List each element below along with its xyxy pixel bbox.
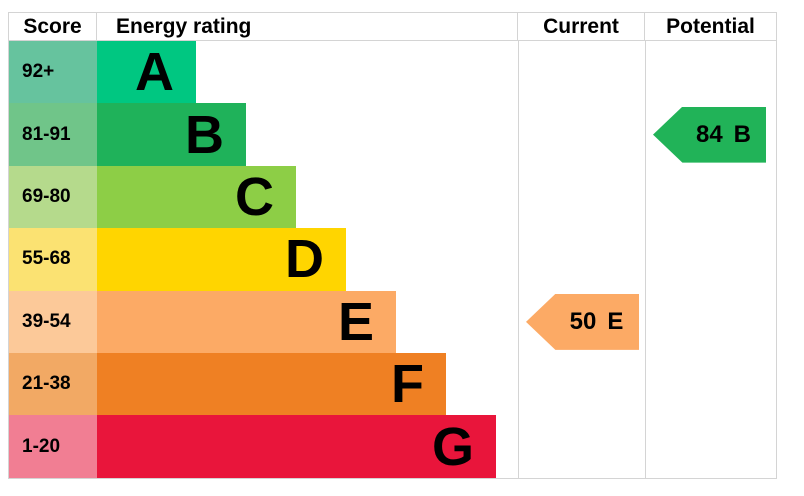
chart-body: 92+ A 81-91 B 69-80 C 55-68 D 39-54 E 21… xyxy=(9,41,776,478)
band-row-b: 81-91 B xyxy=(9,103,776,166)
score-range-b: 81-91 xyxy=(9,103,97,166)
score-range-d: 55-68 xyxy=(9,228,97,291)
table-header-row: Score Energy rating Current Potential xyxy=(9,13,776,41)
band-bar-a: A xyxy=(97,41,196,104)
header-score: Score xyxy=(9,13,97,40)
band-row-f: 21-38 F xyxy=(9,353,776,416)
header-potential: Potential xyxy=(666,14,755,38)
epc-table: Score Energy rating Current Potential 92… xyxy=(8,12,777,479)
band-bar-e: E xyxy=(97,290,396,354)
score-range-e: 39-54 xyxy=(9,290,97,354)
current-rating-value: 50 xyxy=(569,307,597,335)
header-current: Current xyxy=(518,13,645,40)
band-row-a: 92+ A xyxy=(9,41,776,104)
header-energy-rating: Energy rating xyxy=(97,13,518,40)
band-bar-g: G xyxy=(97,415,496,478)
potential-rating-band: B xyxy=(733,120,752,148)
band-row-e: 39-54 E xyxy=(9,290,776,354)
band-bar-c: C xyxy=(97,165,296,229)
score-range-f: 21-38 xyxy=(9,353,97,416)
band-bar-b: B xyxy=(97,103,246,166)
score-range-a: 92+ xyxy=(9,41,97,104)
band-row-c: 69-80 C xyxy=(9,165,776,229)
potential-rating-arrow: 84 B xyxy=(653,106,766,163)
band-row-g: 1-20 G xyxy=(9,415,776,478)
current-rating-band: E xyxy=(607,307,624,335)
score-range-c: 69-80 xyxy=(9,165,97,229)
divider-energy-current xyxy=(518,41,519,478)
current-rating-arrow: 50 E xyxy=(526,293,639,350)
band-bar-f: F xyxy=(97,353,446,416)
band-bar-d: D xyxy=(97,228,346,291)
score-range-g: 1-20 xyxy=(9,415,97,478)
potential-rating-value: 84 xyxy=(695,120,723,148)
divider-current-potential xyxy=(645,41,646,478)
band-row-d: 55-68 D xyxy=(9,228,776,291)
